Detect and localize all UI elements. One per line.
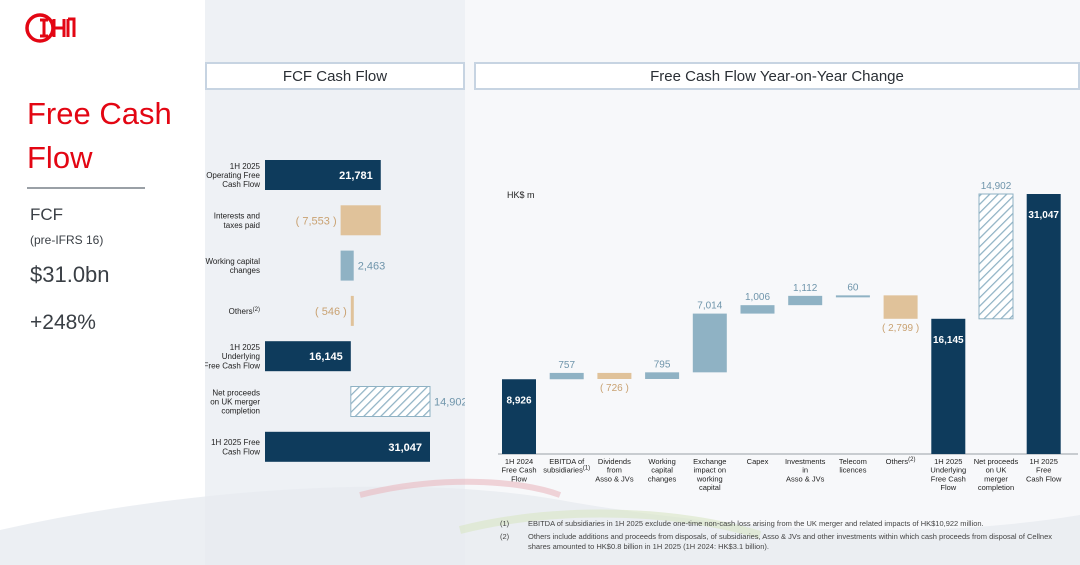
waterfall-bar xyxy=(931,318,966,454)
left-panel-title: FCF Cash Flow xyxy=(205,62,465,90)
value-label: 31,047 xyxy=(1028,210,1059,221)
waterfall-bar xyxy=(265,431,430,462)
category-label: 1H 2025 Operating Free Cash Flow xyxy=(206,162,260,189)
waterfall-bar xyxy=(350,386,431,417)
footnote-number: (1) xyxy=(500,519,510,528)
right-panel-title: Free Cash Flow Year-on-Year Change xyxy=(474,62,1080,90)
value-label: ( 7,553 ) xyxy=(296,215,337,227)
category-label: Net proceeds on UK merger completion xyxy=(974,457,1019,492)
category-label: Others(2) xyxy=(229,307,260,316)
category-label: EBITDA of subsidiaries(1) xyxy=(543,457,590,475)
category-label: Interests and taxes paid xyxy=(214,212,260,230)
unit-label: HK$ m xyxy=(507,190,535,200)
waterfall-bar xyxy=(340,205,381,236)
value-label: 7,014 xyxy=(697,301,722,312)
value-label: ( 546 ) xyxy=(315,306,347,318)
waterfall-bar xyxy=(1026,194,1061,454)
value-label: 1,112 xyxy=(793,283,818,294)
value-label: 16,145 xyxy=(933,335,964,346)
waterfall-bar xyxy=(645,372,680,379)
category-label: Net proceeds on UK merger completion xyxy=(210,388,260,415)
category-label: 1H 2025 Free Cash Flow xyxy=(211,438,260,456)
footnote-text: EBITDA of subsidiaries in 1H 2025 exclud… xyxy=(528,519,984,528)
waterfall-bar xyxy=(883,295,918,319)
kpi-label: FCF xyxy=(30,205,64,224)
category-label: 1H 2025 Underlying Free Cash Flow xyxy=(205,343,261,370)
value-label: 21,781 xyxy=(339,170,373,182)
category-label: Exchange impact on working capital xyxy=(693,457,726,492)
right-background xyxy=(465,0,1080,565)
waterfall-bar xyxy=(978,193,1014,320)
waterfall-bar xyxy=(549,372,584,380)
category-label: 1H 2025 Free Cash Flow xyxy=(1026,457,1062,483)
category-label: Others(2) xyxy=(886,457,916,466)
divider xyxy=(27,187,145,189)
footnote-text: Others include additions and proceeds fr… xyxy=(528,532,1053,551)
footnotes: (1) EBITDA of subsidiaries in 1H 2025 ex… xyxy=(500,519,1060,555)
footnote-number: (2) xyxy=(500,532,510,541)
value-label: 1,006 xyxy=(745,292,770,303)
category-label: 1H 2025 Underlying Free Cash Flow xyxy=(930,457,966,492)
company-logo xyxy=(25,13,76,43)
category-label: Dividends from Asso & JVs xyxy=(595,457,634,483)
fcf-yoy-change-chart: 8,926 1H 2024 Free Cash Flow 757 EBITDA of sub… xyxy=(498,181,1078,492)
fcf-cash-flow-chart: 1H 2025 Operating Free Cash Flow 21,781 Inte… xyxy=(205,160,465,462)
waterfall-bar xyxy=(340,250,354,281)
category-label: 1H 2024 Free Cash Flow xyxy=(501,457,536,483)
waterfall-bar xyxy=(265,160,381,190)
value-label: 31,047 xyxy=(388,442,422,454)
value-label: 60 xyxy=(847,282,859,293)
kpi-value: $31.0bn xyxy=(30,262,110,287)
footnote-1: (1) EBITDA of subsidiaries in 1H 2025 ex… xyxy=(500,519,1060,529)
value-label: 14,902 xyxy=(981,181,1012,192)
waterfall-bar xyxy=(350,295,354,326)
kpi-change: +248% xyxy=(30,311,96,334)
waterfall-bar xyxy=(740,305,775,314)
page-title: Free Cash Flow xyxy=(27,96,172,175)
category-label: Working capital changes xyxy=(648,457,677,483)
value-label: 16,145 xyxy=(309,351,343,363)
category-label: Capex xyxy=(747,457,769,466)
value-label: 14,902 xyxy=(434,397,465,409)
waterfall-bar xyxy=(502,379,536,454)
category-label: Investments in Asso & JVs xyxy=(785,457,826,483)
value-label: ( 2,799 ) xyxy=(882,323,919,334)
value-label: 8,926 xyxy=(506,395,531,406)
waterfall-bar xyxy=(835,295,870,298)
value-label: 795 xyxy=(654,359,671,370)
waterfall-bar xyxy=(788,295,823,306)
footnote-2: (2) Others include additions and proceed… xyxy=(500,532,1060,552)
category-label: Telecom licences xyxy=(839,457,867,475)
waterfall-bar xyxy=(265,341,351,372)
waterfall-bar xyxy=(597,372,632,379)
waterfall-bar xyxy=(692,313,727,373)
value-label: 757 xyxy=(558,360,575,371)
category-label: Working capital changes xyxy=(205,257,260,275)
value-label: ( 726 ) xyxy=(600,383,629,394)
value-label: 2,463 xyxy=(358,261,386,273)
kpi-sublabel: (pre-IFRS 16) xyxy=(30,233,104,247)
middle-background xyxy=(205,0,465,565)
decorative-swoosh xyxy=(0,478,1080,565)
left-background xyxy=(0,0,205,565)
